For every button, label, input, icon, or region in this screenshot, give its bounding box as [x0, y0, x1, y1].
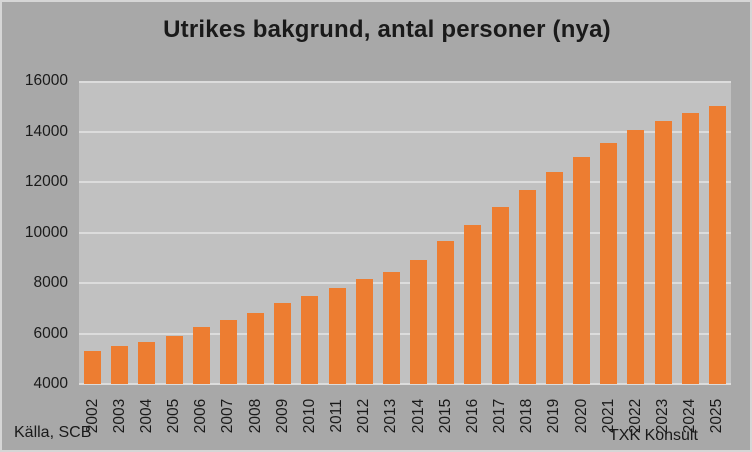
- x-tick-label-2007: 2007: [219, 398, 236, 434]
- y-tick-label-6000: 6000: [33, 325, 68, 342]
- gridline-10000: [79, 232, 731, 234]
- bar-2017: [492, 207, 509, 384]
- bar-2010: [301, 296, 318, 384]
- x-tick-label-2018: 2018: [518, 398, 535, 434]
- x-tick-label-2020: 2020: [573, 398, 590, 434]
- x-tick-label-2011: 2011: [328, 399, 345, 433]
- gridline-6000: [79, 333, 731, 335]
- x-tick-label-2014: 2014: [410, 398, 427, 434]
- x-tick-label-2003: 2003: [111, 398, 128, 434]
- bar-2014: [410, 260, 427, 384]
- bar-2008: [247, 313, 264, 384]
- credit-label: TXK Konsult: [609, 427, 698, 444]
- x-tick-label-2019: 2019: [545, 398, 562, 434]
- x-tick-label-2016: 2016: [464, 398, 481, 434]
- source-label: Källa, SCB: [14, 424, 92, 441]
- bar-2016: [464, 225, 481, 384]
- bar-2024: [682, 113, 699, 384]
- bar-2009: [274, 303, 291, 384]
- bar-2013: [383, 272, 400, 384]
- x-tick-label-2017: 2017: [491, 398, 508, 434]
- bar-2025: [709, 106, 726, 384]
- y-tick-label-10000: 10000: [24, 224, 68, 241]
- bar-2003: [111, 346, 128, 384]
- bar-2020: [573, 157, 590, 384]
- x-tick-label-2013: 2013: [382, 398, 399, 434]
- bar-2021: [600, 143, 617, 384]
- gridline-4000: [79, 383, 731, 385]
- gridline-16000: [79, 81, 731, 83]
- bar-2002: [84, 351, 101, 384]
- y-tick-label-4000: 4000: [33, 375, 68, 392]
- bar-2005: [166, 336, 183, 384]
- x-tick-label-2004: 2004: [138, 398, 155, 434]
- chart-title: Utrikes bakgrund, antal personer (nya): [163, 16, 611, 43]
- x-tick-label-2015: 2015: [437, 398, 454, 434]
- bar-2012: [356, 279, 373, 384]
- bar-2007: [220, 320, 237, 384]
- x-tick-label-2006: 2006: [192, 398, 209, 434]
- bar-2004: [138, 342, 155, 384]
- x-tick-label-2008: 2008: [247, 398, 264, 434]
- x-tick-label-2012: 2012: [355, 398, 372, 434]
- bar-2015: [437, 241, 454, 384]
- gridline-8000: [79, 282, 731, 284]
- plot-area: [79, 81, 731, 385]
- bar-2022: [627, 130, 644, 384]
- bar-2011: [329, 288, 346, 384]
- x-tick-label-2010: 2010: [301, 398, 318, 434]
- y-tick-label-12000: 12000: [24, 173, 68, 190]
- y-tick-label-16000: 16000: [24, 72, 68, 89]
- gridline-14000: [79, 131, 731, 133]
- bar-2023: [655, 121, 672, 384]
- y-tick-label-8000: 8000: [33, 274, 68, 291]
- x-tick-label-2025: 2025: [708, 398, 725, 434]
- gridline-12000: [79, 181, 731, 183]
- bar-2019: [546, 172, 563, 384]
- x-tick-label-2005: 2005: [165, 398, 182, 434]
- bar-2018: [519, 190, 536, 384]
- bar-2006: [193, 327, 210, 384]
- x-tick-label-2009: 2009: [274, 398, 291, 434]
- y-tick-label-14000: 14000: [24, 123, 68, 140]
